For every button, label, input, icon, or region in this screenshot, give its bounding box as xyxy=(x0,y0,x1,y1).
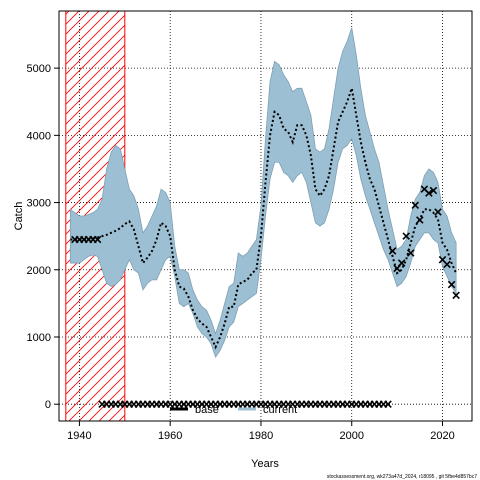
y-tick-label-4000: 4000 xyxy=(27,130,51,142)
base-point-stroke-b xyxy=(452,291,460,300)
y-axis-label: Catch xyxy=(13,202,25,231)
base-point-2012 xyxy=(402,232,410,240)
legend-label-base: base xyxy=(195,404,219,416)
y-tick-label-0: 0 xyxy=(45,399,51,411)
confidence-band xyxy=(69,27,457,359)
x-axis-label: Years xyxy=(251,458,279,470)
base-point-stroke-b xyxy=(443,260,451,269)
plot-frame xyxy=(58,10,473,422)
base-point-2019 xyxy=(434,208,442,216)
base-point-2017 xyxy=(425,189,433,197)
base-point-2023 xyxy=(452,291,460,300)
base-point-2021 xyxy=(443,260,451,269)
base-point-stroke-b xyxy=(429,186,438,195)
legend-label-current: current xyxy=(263,404,297,416)
base-point-stroke-b xyxy=(93,235,102,244)
x-tick-label-1980: 1980 xyxy=(249,430,273,442)
x-tick-label-1960: 1960 xyxy=(158,430,182,442)
base-point-stroke-b xyxy=(434,208,442,216)
base-point-stroke-b xyxy=(397,259,406,267)
base-point-stroke-b xyxy=(388,247,397,255)
base-point-stroke-b xyxy=(447,280,456,289)
base-point-stroke-b xyxy=(438,255,447,264)
legend: base current xyxy=(170,404,297,416)
base-point-stroke-b xyxy=(425,189,433,197)
base-point-stroke-b xyxy=(406,249,415,257)
y-tick-label-2000: 2000 xyxy=(27,265,51,277)
confidence-band-area xyxy=(69,27,457,359)
base-point-2009 xyxy=(388,247,397,255)
base-point-2011 xyxy=(397,259,406,267)
x-axis: 1940 1960 1980 2000 2020 xyxy=(67,421,455,442)
base-point-2022 xyxy=(447,280,456,289)
base-point-2014 xyxy=(411,201,420,210)
base-markers xyxy=(71,185,460,408)
base-point-stroke-b xyxy=(416,216,424,224)
y-tick-label-5000: 5000 xyxy=(27,63,51,75)
x-tick-label-2000: 2000 xyxy=(339,430,363,442)
y-tick-label-1000: 1000 xyxy=(27,332,51,344)
x-tick-label-1940: 1940 xyxy=(67,430,91,442)
base-point-2008 xyxy=(384,400,392,408)
base-point-stroke-b xyxy=(411,201,420,210)
base-point-stroke-b xyxy=(402,232,410,240)
footer-credit: stockassessment.org, wk273a47d_2024, r18… xyxy=(327,474,477,480)
y-tick-label-3000: 3000 xyxy=(27,198,51,210)
base-point-2013 xyxy=(406,249,415,257)
base-point-1944 xyxy=(93,235,102,244)
x-tick-label-2020: 2020 xyxy=(430,430,454,442)
base-point-2015 xyxy=(416,216,424,224)
base-point-stroke-b xyxy=(384,400,392,408)
base-point-2018 xyxy=(429,186,438,195)
y-axis: 0 1000 2000 3000 4000 5000 xyxy=(27,63,59,411)
base-point-stroke-b xyxy=(420,185,429,193)
